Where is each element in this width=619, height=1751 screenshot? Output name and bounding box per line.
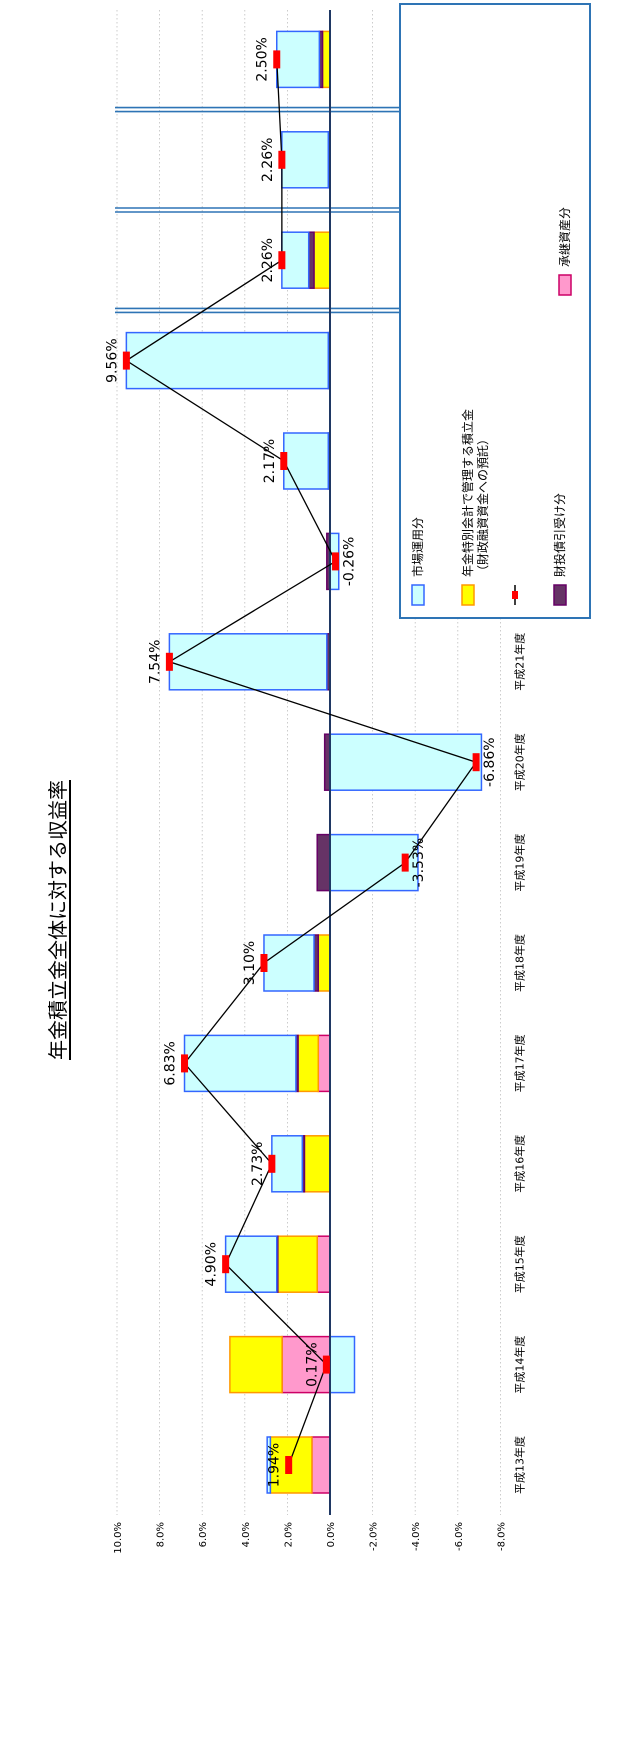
x-tick-label: 平成13年度	[513, 1436, 527, 1494]
bar-segment	[297, 1034, 320, 1093]
y-tick-label: -6.0%	[454, 1522, 465, 1551]
total-marker	[278, 150, 286, 169]
total-marker	[222, 1255, 230, 1274]
bar-segment	[316, 1235, 331, 1293]
data-label: 9.56%	[104, 338, 120, 382]
legend-label: （財政融資資金への預託）	[475, 433, 490, 577]
bar-segment	[281, 231, 310, 289]
y-tick-label: 0.0%	[326, 1522, 337, 1547]
bar-segment	[183, 1034, 297, 1093]
bar-segment	[125, 331, 330, 390]
total-marker	[280, 452, 288, 470]
x-tick-label: 平成18年度	[513, 934, 527, 992]
data-label: 2.50%	[255, 37, 271, 81]
y-tick-label: 8.0%	[156, 1522, 167, 1547]
bar-segment	[316, 833, 331, 892]
bar-segment	[317, 934, 331, 992]
bar-segment	[271, 1135, 304, 1193]
bar-segment	[168, 633, 328, 691]
bar-segment	[311, 1436, 331, 1494]
bar-segment	[281, 131, 330, 189]
data-label: 1.94%	[267, 1443, 283, 1487]
data-label: 6.83%	[163, 1041, 179, 1085]
y-tick-label: 10.0%	[113, 1522, 124, 1554]
x-tick-label: 平成17年度	[513, 1034, 527, 1092]
y-tick-label: -4.0%	[411, 1522, 422, 1551]
legend-label: 市場運用分	[410, 517, 425, 577]
total-marker	[268, 1154, 276, 1173]
y-tick-label: 6.0%	[198, 1522, 209, 1547]
data-label: 4.90%	[204, 1242, 220, 1286]
legend-label: 承継資産分	[557, 207, 572, 267]
data-label: -0.26%	[342, 537, 358, 587]
bar-segment	[321, 30, 331, 89]
total-marker	[181, 1054, 189, 1073]
total-marker	[278, 251, 286, 270]
legend-label: 年金特別会計で管理する積立金	[460, 409, 475, 577]
total-marker	[285, 1456, 293, 1474]
x-tick-label: 平成16年度	[513, 1135, 527, 1193]
legend-marker-swatch	[512, 591, 518, 599]
total-marker	[332, 552, 340, 571]
data-label: -3.53%	[411, 838, 427, 888]
x-tick-label: 平成14年度	[513, 1336, 527, 1394]
bar-segment	[276, 30, 321, 89]
y-tick-label: 4.0%	[241, 1522, 252, 1547]
legend-box	[399, 3, 591, 619]
total-marker	[273, 50, 281, 69]
data-label: 2.26%	[260, 238, 276, 282]
data-label: -6.86%	[482, 737, 498, 787]
legend-swatch	[558, 274, 572, 296]
x-tick-label: 平成20年度	[513, 733, 527, 791]
x-tick-label: 平成15年度	[513, 1235, 527, 1293]
bar-segment	[229, 1335, 283, 1394]
bar-segment	[329, 733, 483, 791]
legend-swatch	[461, 584, 475, 606]
bar-segment	[224, 1235, 278, 1293]
data-label: 2.26%	[260, 138, 276, 182]
total-marker	[401, 853, 409, 872]
y-tick-label: -2.0%	[369, 1522, 380, 1551]
legend: 市場運用分 財投債引受け分 年金特別会計で管理する積立金 （財政融資資金への預託） 承継…	[399, 3, 591, 619]
legend-label: 財投債引受け分	[552, 493, 567, 577]
total-marker	[165, 652, 173, 671]
chart-title: 年金積立金全体に対する収益率	[46, 780, 70, 1060]
data-label: 2.17%	[262, 439, 278, 483]
total-marker	[472, 753, 480, 772]
data-label: 2.73%	[250, 1142, 266, 1186]
total-marker	[260, 954, 268, 972]
total-marker	[122, 351, 130, 370]
total-marker	[322, 1355, 330, 1374]
bar-segment	[303, 1135, 331, 1193]
x-tick-label: 平成19年度	[513, 834, 527, 892]
legend-swatch	[411, 584, 425, 606]
bar-segment	[329, 1335, 356, 1394]
bar-segment	[266, 1436, 272, 1494]
bar-segment	[277, 1235, 318, 1293]
y-tick-label: 2.0%	[283, 1522, 294, 1547]
x-tick-label: 平成21年度	[513, 633, 527, 691]
bar-segment	[283, 432, 330, 490]
bar-segment	[313, 231, 331, 289]
bar-segment	[307, 231, 315, 289]
data-label: 3.10%	[242, 941, 258, 985]
data-label: 7.54%	[147, 640, 163, 684]
bar-segment	[317, 1034, 331, 1093]
data-label: 0.17%	[304, 1342, 320, 1386]
legend-swatch	[553, 584, 567, 606]
y-tick-label: -8.0%	[496, 1522, 507, 1551]
bar-segment	[263, 934, 315, 992]
